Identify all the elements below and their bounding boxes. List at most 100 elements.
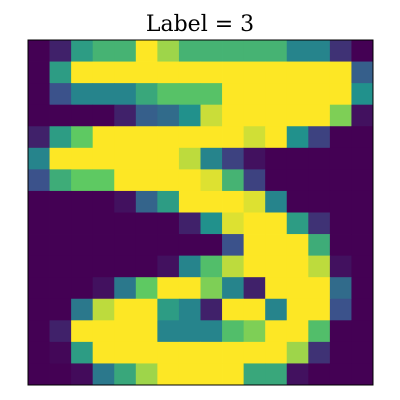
heatmap-cell bbox=[222, 298, 245, 321]
heatmap-cell bbox=[49, 212, 72, 235]
heatmap-cell bbox=[71, 83, 94, 106]
heatmap-cell bbox=[243, 61, 266, 84]
heatmap-cell bbox=[114, 104, 137, 127]
heatmap-cell bbox=[49, 126, 72, 149]
heatmap-cell bbox=[222, 234, 245, 257]
heatmap-cell bbox=[135, 363, 158, 386]
heatmap-cell bbox=[200, 169, 223, 192]
heatmap-cell bbox=[114, 341, 137, 364]
heatmap-cell bbox=[28, 341, 50, 364]
axes-frame bbox=[27, 39, 374, 386]
heatmap-cell bbox=[28, 104, 50, 127]
heatmap-cell bbox=[329, 104, 352, 127]
heatmap-cell bbox=[157, 212, 180, 235]
heatmap-cell bbox=[308, 147, 331, 170]
heatmap-cell bbox=[308, 61, 331, 84]
heatmap-cell bbox=[114, 298, 137, 321]
heatmap-cell bbox=[243, 104, 266, 127]
heatmap-cell bbox=[114, 40, 137, 62]
heatmap-cell bbox=[135, 277, 158, 300]
heatmap-cell bbox=[351, 83, 374, 106]
heatmap-cell bbox=[351, 169, 374, 192]
heatmap-cell bbox=[308, 255, 331, 278]
heatmap-cell bbox=[135, 190, 158, 213]
heatmap-cell bbox=[308, 341, 331, 364]
heatmap-cell bbox=[157, 341, 180, 364]
heatmap-cell bbox=[135, 126, 158, 149]
heatmap-cell bbox=[308, 320, 331, 343]
heatmap-cell bbox=[178, 40, 201, 62]
heatmap-cell bbox=[178, 104, 201, 127]
heatmap-cell bbox=[135, 61, 158, 84]
heatmap-cell bbox=[329, 212, 352, 235]
heatmap-cell bbox=[178, 61, 201, 84]
heatmap-cells bbox=[28, 40, 374, 386]
heatmap-cell bbox=[135, 255, 158, 278]
heatmap-cell bbox=[286, 363, 309, 386]
heatmap-cell bbox=[114, 126, 137, 149]
heatmap-cell bbox=[178, 212, 201, 235]
heatmap-cell bbox=[92, 83, 115, 106]
heatmap-cell bbox=[92, 234, 115, 257]
heatmap-cell bbox=[200, 277, 223, 300]
heatmap-cell bbox=[243, 298, 266, 321]
heatmap-cell bbox=[49, 83, 72, 106]
heatmap-cell bbox=[114, 83, 137, 106]
heatmap-cell bbox=[92, 277, 115, 300]
heatmap-cell bbox=[157, 234, 180, 257]
heatmap-cell bbox=[157, 83, 180, 106]
heatmap-cell bbox=[265, 212, 288, 235]
heatmap-cell bbox=[92, 126, 115, 149]
heatmap-cell bbox=[329, 277, 352, 300]
heatmap-cell bbox=[135, 104, 158, 127]
heatmap-cell bbox=[71, 277, 94, 300]
heatmap-cell bbox=[92, 104, 115, 127]
heatmap-cell bbox=[265, 147, 288, 170]
heatmap-cell bbox=[178, 298, 201, 321]
heatmap-cell bbox=[49, 40, 72, 62]
heatmap-cell bbox=[308, 277, 331, 300]
heatmap-cell bbox=[114, 255, 137, 278]
heatmap-cell bbox=[71, 212, 94, 235]
heatmap-cell bbox=[308, 298, 331, 321]
heatmap-cell bbox=[265, 277, 288, 300]
heatmap-cell bbox=[351, 234, 374, 257]
heatmap-cell bbox=[351, 40, 374, 62]
heatmap-cell bbox=[200, 190, 223, 213]
heatmap-cell bbox=[28, 363, 50, 386]
heatmap-cell bbox=[49, 277, 72, 300]
heatmap-cell bbox=[71, 104, 94, 127]
heatmap-cell bbox=[178, 83, 201, 106]
heatmap-cell bbox=[243, 169, 266, 192]
heatmap-cell bbox=[243, 320, 266, 343]
heatmap-cell bbox=[286, 255, 309, 278]
heatmap-cell bbox=[286, 234, 309, 257]
heatmap-cell bbox=[135, 147, 158, 170]
heatmap-cell bbox=[265, 126, 288, 149]
heatmap-cell bbox=[200, 298, 223, 321]
heatmap-cell bbox=[114, 190, 137, 213]
heatmap-cell bbox=[49, 363, 72, 386]
heatmap-cell bbox=[92, 363, 115, 386]
heatmap-cell bbox=[200, 363, 223, 386]
heatmap-cell bbox=[49, 255, 72, 278]
heatmap-cell bbox=[329, 190, 352, 213]
heatmap-cell bbox=[157, 104, 180, 127]
heatmap-cell bbox=[28, 147, 50, 170]
heatmap-cell bbox=[308, 104, 331, 127]
heatmap-cell bbox=[308, 190, 331, 213]
heatmap-cell bbox=[92, 341, 115, 364]
heatmap-cell bbox=[243, 363, 266, 386]
heatmap-cell bbox=[71, 147, 94, 170]
heatmap-cell bbox=[286, 126, 309, 149]
heatmap-cell bbox=[71, 40, 94, 62]
heatmap-cell bbox=[329, 83, 352, 106]
heatmap-cell bbox=[28, 83, 50, 106]
heatmap-cell bbox=[28, 234, 50, 257]
heatmap-cell bbox=[92, 212, 115, 235]
heatmap-cell bbox=[178, 255, 201, 278]
heatmap-cell bbox=[329, 298, 352, 321]
heatmap-cell bbox=[329, 126, 352, 149]
heatmap-cell bbox=[200, 212, 223, 235]
